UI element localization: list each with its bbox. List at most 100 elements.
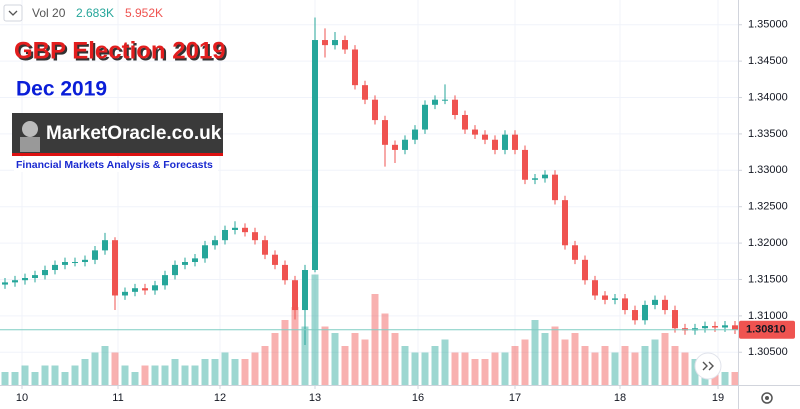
volume-bar [491,352,499,385]
volume-bar [431,346,439,385]
volume-pane [1,274,739,385]
candle-body [232,227,238,230]
last-price-label: 1.30810 [746,324,786,336]
candle-body [702,326,708,329]
volume-bar [401,346,409,385]
volume-bar [451,352,459,385]
candle-body [212,240,218,246]
volume-bar [611,352,619,385]
volume-bar [281,320,289,385]
axes: 1.30500 1.31000 1.31500 1.32000 1.32500 1.330… [16,19,795,404]
candle-body [492,139,498,150]
candle-body [162,275,168,286]
candle-body [282,264,288,281]
volume-bar [191,365,199,385]
candle-body [672,310,678,329]
volume-bar [331,333,339,385]
volume-bar [631,352,639,385]
logo-name: MarketOracle.co.uk [46,123,222,144]
candle-body [642,304,648,321]
candle-body [62,262,68,265]
volume-bar [211,359,219,385]
candle-body [392,144,398,150]
volume-bar [101,346,109,385]
volume-readout: 5.952K [125,6,163,20]
volume-bar [241,359,249,385]
volume-bar [371,294,379,385]
volume-bar [671,346,679,385]
candle-body [272,254,278,265]
volume-bar [251,352,259,385]
volume-bar [581,346,589,385]
chevron-icon [8,10,18,16]
volume-bar [261,346,269,385]
candle-body [72,262,78,264]
volume-bar [171,359,179,385]
candle-body [292,280,298,311]
candle-body [532,178,538,180]
y-tick-label: 1.32000 [748,237,788,249]
candle-body [432,99,438,105]
legend-toggle[interactable] [3,4,23,22]
candle-body [722,325,728,328]
x-tick-label: 17 [509,392,521,404]
candle-body [12,280,18,283]
candle-body [152,285,158,291]
y-tick-label: 1.34500 [748,55,788,67]
settings-button[interactable] [761,392,773,404]
volume-bar [481,359,489,385]
x-tick-label: 18 [614,392,626,404]
candle-body [262,240,268,255]
candle-body [652,299,658,305]
candle-body [32,275,38,279]
volume-bar [441,339,449,385]
volume-bar [151,365,159,385]
logo-box [12,113,223,156]
x-tick-label: 12 [214,392,226,404]
volume-bar [161,365,169,385]
volume-bar [391,333,399,385]
volume-bar [721,372,729,385]
volume-bar [661,333,669,385]
candle-body [472,129,478,135]
candle-body [202,245,208,259]
x-tick-label: 16 [412,392,424,404]
scroll-icon [702,361,714,371]
volume-bar [41,365,49,385]
candle-body [172,264,178,276]
candle-body [462,114,468,130]
candle-body [552,174,558,201]
volume-bar [691,359,699,385]
volume-bar [681,352,689,385]
volume-bar [21,365,29,385]
candle-body [632,310,638,321]
candle-body [512,134,518,150]
candle-body [332,40,338,46]
y-tick-label: 1.31500 [748,273,788,285]
title-shadow: GBP Election 2019 [16,39,228,66]
candle-body [572,245,578,260]
candle-body [422,104,428,130]
volume-bar [321,326,329,385]
candle-body [442,99,448,101]
volume-bar [61,372,69,385]
last-price-badge [739,320,795,339]
volume-bar [561,339,569,385]
candle-body [182,262,188,265]
candle-body [312,40,318,271]
volume-bar [231,359,239,385]
candle-body [402,139,408,150]
volume-bar [121,365,129,385]
candle-body [122,291,128,296]
volume-readout: 2.683K [76,6,114,20]
scroll-button[interactable] [694,352,722,380]
volume-bar [221,352,229,385]
volume-label: Vol 20 [32,6,66,20]
volume-bar [111,352,119,385]
candle-body [502,134,508,150]
candle-body [42,270,48,276]
candle-body [242,227,248,233]
y-tick-label: 1.32500 [748,201,788,213]
candle-body [352,49,358,86]
candle-body [192,258,198,263]
